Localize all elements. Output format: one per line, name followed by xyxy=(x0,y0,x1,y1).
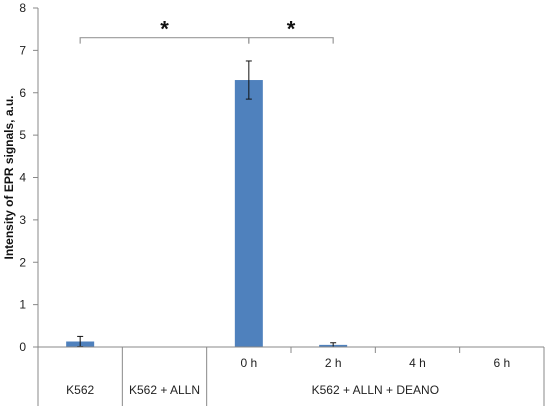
x-tick-label: 0 h xyxy=(240,356,257,370)
y-tick-label: 7 xyxy=(19,43,26,57)
significance-star-0: * xyxy=(160,17,169,42)
y-tick-label: 2 xyxy=(19,255,26,269)
x-group-label-2: K562 + ALLN + DEANO xyxy=(312,383,439,397)
x-group-label-1: K562 + ALLN xyxy=(129,383,200,397)
x-tick-label: 6 h xyxy=(493,356,510,370)
y-axis: 0 1 2 3 4 5 6 7 8 xyxy=(19,1,39,354)
x-axis: 0 h 2 h 4 h 6 h K562 K562 + ALLN K562 + ALLN +… xyxy=(37,346,545,406)
y-tick-label: 1 xyxy=(19,298,26,312)
significance-star-1: * xyxy=(287,17,296,42)
significance-bracket-1 xyxy=(248,37,334,44)
bar-2 xyxy=(234,80,263,347)
y-tick-label: 5 xyxy=(19,128,26,142)
x-tick-label: 4 h xyxy=(409,356,426,370)
y-tick-label: 4 xyxy=(19,171,26,185)
x-group-label-0: K562 xyxy=(66,383,94,397)
y-axis-label: Intensity of EPR signals, a.u. xyxy=(2,95,16,259)
y-tick-label: 0 xyxy=(19,340,26,354)
y-tick-label: 8 xyxy=(19,1,26,15)
y-tick-label: 6 xyxy=(19,86,26,100)
error-bars-layer xyxy=(77,60,337,348)
y-tick-label: 3 xyxy=(19,213,26,227)
x-tick-label: 2 h xyxy=(325,356,342,370)
significance-layer: * * xyxy=(79,17,334,44)
bars-layer xyxy=(66,80,348,347)
